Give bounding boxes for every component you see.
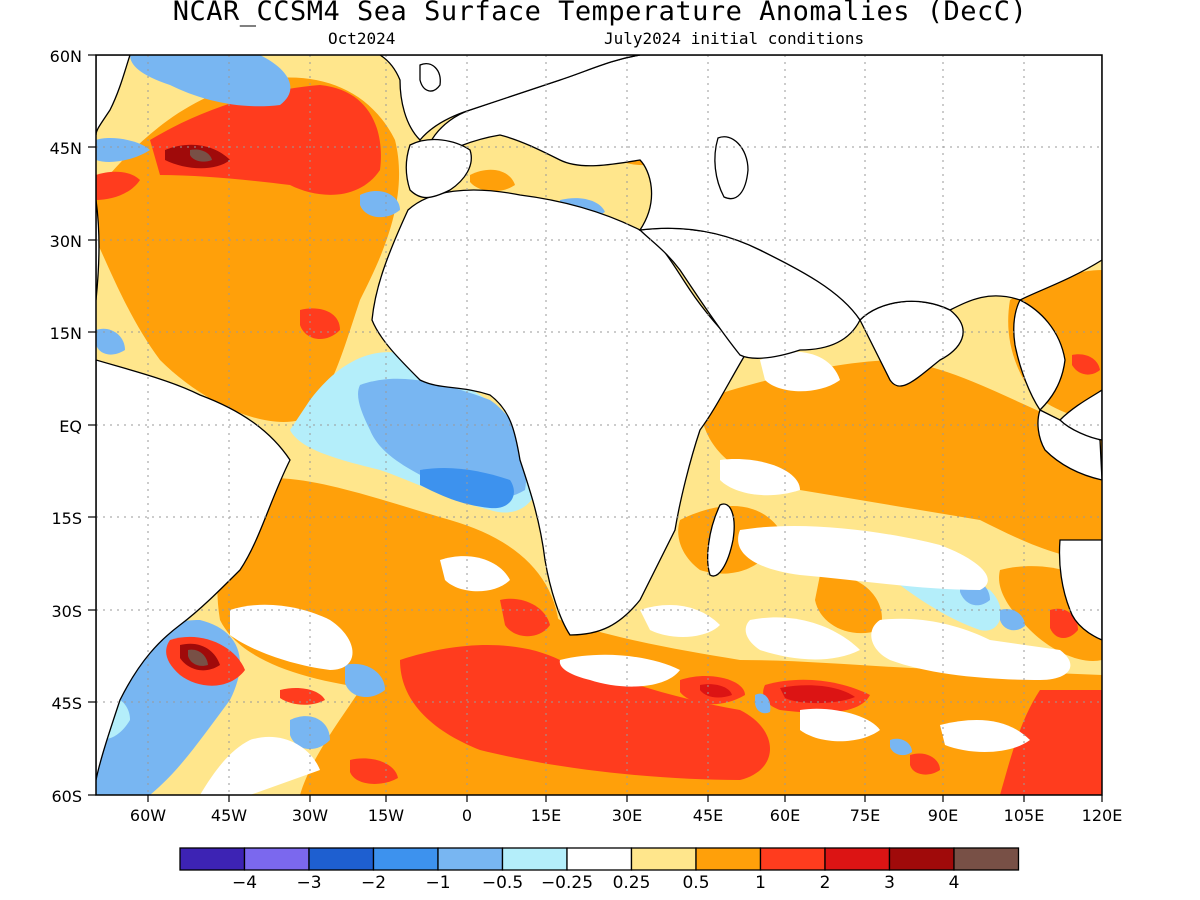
colorbar-label: −3 — [296, 873, 321, 893]
lat-label-60n: 60N — [50, 47, 82, 66]
colorbar-swatch — [179, 847, 246, 871]
lon-label-90e: 90E — [928, 806, 958, 825]
colorbar-label: 3 — [884, 873, 895, 893]
lat-label-45s: 45S — [51, 694, 82, 713]
lon-label-120e: 120E — [1082, 806, 1123, 825]
colorbar-swatch — [243, 847, 310, 871]
colorbar-label: −1 — [425, 873, 450, 893]
lat-label-60s: 60S — [51, 787, 82, 806]
colorbar-swatch — [501, 847, 568, 871]
lat-label-15n: 15N — [50, 324, 82, 343]
colorbar-label: −0.5 — [482, 873, 523, 893]
lon-label-0: 0 — [462, 806, 472, 825]
map-gridlines — [96, 55, 1102, 795]
init-conditions-label: July2024 initial conditions — [604, 29, 865, 48]
colorbar-label: −2 — [361, 873, 386, 893]
lon-label-45e: 45E — [693, 806, 723, 825]
lon-label-105e: 105E — [1004, 806, 1045, 825]
lon-label-60w: 60W — [130, 806, 166, 825]
lat-label-eq: EQ — [59, 417, 82, 436]
lat-label-30s: 30S — [51, 602, 82, 621]
lon-label-60e: 60E — [770, 806, 800, 825]
lon-label-15w: 15W — [368, 806, 404, 825]
colorbar-swatch — [824, 847, 891, 871]
colorbar-swatch — [308, 847, 375, 871]
colorbar-label: 2 — [820, 873, 831, 893]
colorbar-label: −0.25 — [541, 873, 593, 893]
colorbar-label: −4 — [232, 873, 257, 893]
colorbar-swatch — [888, 847, 955, 871]
lat-label-15s: 15S — [51, 509, 82, 528]
lon-label-15e: 15E — [531, 806, 561, 825]
colorbar-swatch — [437, 847, 504, 871]
lon-label-30w: 30W — [292, 806, 328, 825]
colorbar-label: 1 — [755, 873, 766, 893]
valid-month-label: Oct2024 — [328, 29, 396, 48]
lat-label-30n: 30N — [50, 232, 82, 251]
colorbar-label: 0.5 — [682, 873, 709, 893]
lon-label-30e: 30E — [612, 806, 642, 825]
land-mask — [96, 55, 1102, 781]
colorbar-swatch — [372, 847, 439, 871]
colorbar-label: 4 — [949, 873, 960, 893]
lon-label-45w: 45W — [211, 806, 247, 825]
lon-label-75e: 75E — [850, 806, 880, 825]
colorbar-swatch — [695, 847, 762, 871]
colorbar-swatch — [566, 847, 633, 871]
colorbar: −4 −3 −2 −1 −0.5 −0.25 0.25 0.5 1 2 3 4 — [179, 847, 1020, 893]
lat-label-45n: 45N — [50, 139, 82, 158]
colorbar-swatch — [759, 847, 826, 871]
colorbar-swatch — [953, 847, 1020, 871]
colorbar-swatch — [630, 847, 697, 871]
colorbar-label: 0.25 — [613, 873, 651, 893]
map-title: NCAR_CCSM4 Sea Surface Temperature Anoma… — [172, 0, 1028, 27]
